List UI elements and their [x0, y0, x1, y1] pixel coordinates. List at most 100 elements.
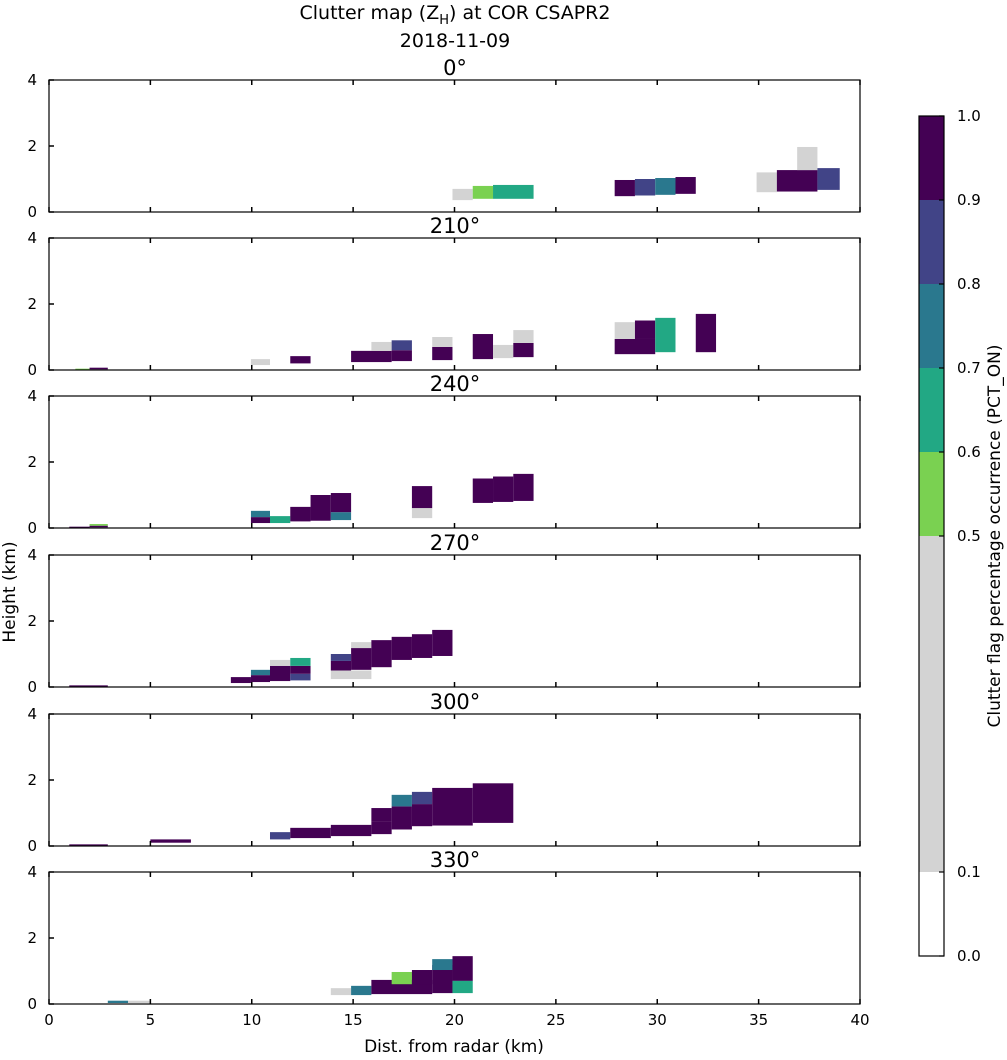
clutter-cell: [371, 640, 392, 668]
panel-3: 270° 0 2 4: [27, 531, 861, 696]
clutter-cell: [614, 179, 635, 197]
panel-frame: [48, 554, 861, 688]
clutter-cell: [310, 495, 331, 521]
clutter-cell: [351, 642, 372, 649]
clutter-cell: [614, 322, 635, 339]
y-axis-label: Height (km): [0, 541, 20, 642]
colorbar-segment: [919, 872, 944, 956]
clutter-cell: [330, 654, 352, 661]
clutter-cell: [290, 673, 311, 681]
clutter-cell: [269, 659, 291, 666]
clutter-cell: [513, 330, 534, 343]
clutter-cell: [391, 794, 412, 807]
clutter-cell: [452, 980, 473, 994]
clutter-cell: [411, 486, 433, 509]
clutter-cell: [614, 338, 656, 355]
clutter-cell: [75, 368, 90, 370]
colorbar-tick-label: 0.6: [957, 443, 981, 461]
y-tick-label: 0: [27, 678, 37, 696]
clutter-cell: [432, 965, 453, 994]
clutter-cell: [371, 808, 392, 822]
panel-1: 210° 0 2 4: [27, 214, 861, 379]
clutter-cell: [290, 657, 311, 666]
x-axis-label: Dist. from radar (km): [364, 1037, 544, 1056]
panel-title: 210°: [430, 214, 481, 238]
clutter-cell: [513, 473, 534, 501]
clutter-cell: [675, 177, 696, 194]
y-tick-label: 4: [27, 546, 37, 564]
colorbar-segment: [919, 116, 944, 200]
clutter-cell: [330, 988, 352, 996]
colorbar-tick-label: 0.9: [957, 191, 981, 209]
y-tick-label: 4: [27, 863, 37, 881]
clutter-cell: [69, 685, 108, 687]
clutter-cell: [269, 832, 291, 840]
clutter-cell: [472, 334, 494, 360]
clutter-cell: [250, 675, 270, 683]
y-tick-label: 2: [27, 137, 37, 155]
clutter-cell: [351, 648, 372, 670]
colorbar-segment: [919, 452, 944, 536]
clutter-cell: [655, 178, 676, 195]
panel-frame: [48, 713, 861, 847]
clutter-cell: [452, 188, 473, 201]
clutter-cell: [128, 1000, 151, 1004]
y-tick-label: 0: [27, 203, 37, 221]
clutter-cell: [330, 824, 372, 837]
clutter-cell: [250, 669, 270, 676]
colorbar-tick-label: 0.5: [957, 527, 981, 545]
panel-2: 240° 0 2 4: [27, 372, 861, 537]
clutter-cell: [634, 320, 656, 339]
clutter-cell: [269, 516, 291, 524]
clutter-cell: [472, 783, 514, 823]
clutter-cell: [290, 356, 311, 364]
y-tick-label: 2: [27, 929, 37, 947]
panel-0: 0° 0 2 4: [27, 56, 861, 221]
panel-title: 0°: [443, 56, 467, 80]
x-tick-label: 15: [344, 1011, 363, 1029]
figure-title: Clutter map (ZH) at COR CSAPR2: [300, 2, 611, 28]
clutter-cell: [776, 170, 818, 192]
colorbar-segment: [919, 368, 944, 452]
panel-title: 300°: [430, 690, 481, 714]
colorbar-tick-label: 0.1: [957, 863, 981, 881]
y-tick-label: 0: [27, 995, 37, 1013]
clutter-cell: [797, 146, 818, 171]
clutter-cell: [634, 179, 656, 196]
clutter-cell: [89, 525, 108, 528]
clutter-cell: [493, 344, 514, 359]
y-tick-label: 4: [27, 229, 37, 247]
clutter-cell: [391, 636, 412, 660]
clutter-cell: [432, 959, 453, 971]
clutter-cell: [371, 341, 392, 351]
colorbar-tick-label: 0.0: [957, 947, 981, 965]
clutter-cell: [330, 512, 352, 521]
clutter-cell: [351, 350, 392, 363]
clutter-cell: [411, 634, 433, 658]
clutter-cell: [493, 476, 514, 502]
y-tick-label: 2: [27, 295, 37, 313]
clutter-cell: [513, 342, 534, 358]
colorbar-label: Clutter flag percentage occurrence (PCT_…: [985, 344, 1005, 727]
clutter-cell: [351, 985, 372, 996]
clutter-cell: [432, 629, 453, 656]
panel-4: 300° 0 2 4: [27, 690, 861, 855]
clutter-cell: [69, 526, 90, 528]
colorbar-tick-label: 0.8: [957, 275, 981, 293]
clutter-cell: [411, 804, 433, 827]
clutter-cell: [250, 517, 270, 524]
clutter-cell: [391, 806, 412, 830]
clutter-cell: [432, 346, 453, 361]
clutter-cell: [391, 971, 412, 985]
y-tick-label: 4: [27, 387, 37, 405]
x-tick-label: 5: [146, 1011, 156, 1029]
clutter-cell: [472, 478, 494, 503]
colorbar-tick-label: 1.0: [957, 107, 981, 125]
clutter-cell: [269, 665, 291, 682]
panel-title: 270°: [430, 531, 481, 555]
clutter-cell: [411, 970, 433, 985]
clutter-cell: [391, 340, 412, 351]
panel-5: 330° 0 5 10 15 20 25 30 35 40 0 2 4: [27, 848, 869, 1029]
x-tick-label: 35: [749, 1011, 768, 1029]
